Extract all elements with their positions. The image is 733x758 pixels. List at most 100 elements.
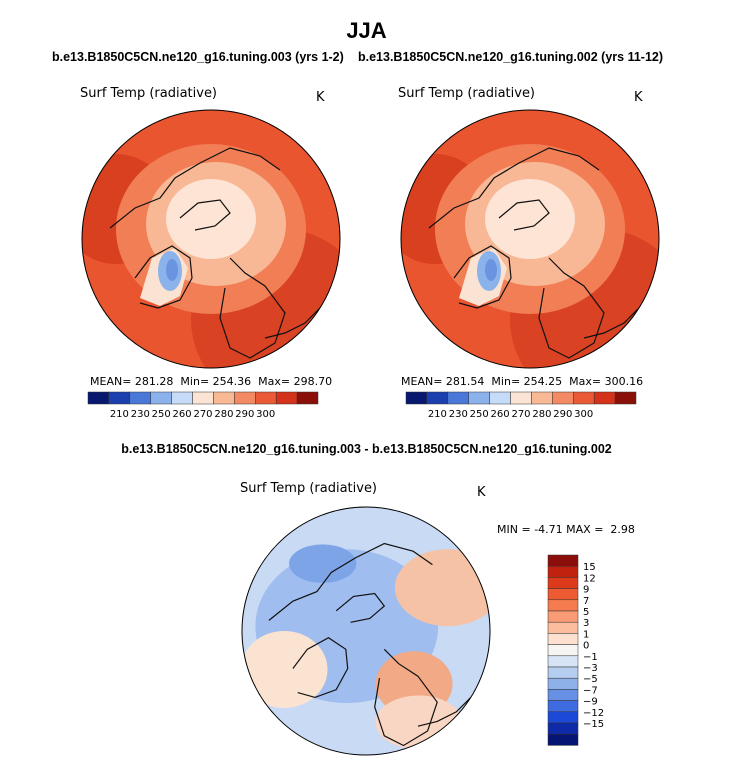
diff-variable-label: Surf Temp (radiative) — [240, 481, 378, 496]
coastline — [417, 696, 472, 727]
right-max-value: 300.16 — [604, 375, 644, 388]
coastline — [219, 257, 286, 359]
map-neutral-region — [242, 631, 328, 708]
colorbar-swatch — [405, 391, 428, 405]
diff-max-value: 2.98 — [610, 523, 635, 536]
colorbar-tick-label: 270 — [193, 409, 212, 420]
colorbar-swatch — [489, 391, 511, 405]
diff-stats: MIN = -4.71 MAX = 2.98 — [497, 523, 635, 536]
colorbar-swatch — [171, 391, 193, 405]
left-max-value: 298.70 — [293, 375, 333, 388]
left-mean-label: MEAN= — [90, 375, 132, 388]
colorbar-swatch — [547, 700, 579, 713]
colorbar-swatch — [150, 391, 172, 405]
colorbar-swatch — [547, 588, 579, 601]
map-cool-anomaly — [289, 544, 357, 583]
colorbar-swatch — [547, 565, 579, 578]
colorbar-tick-label: 15 — [583, 562, 596, 573]
map-greenland-core — [166, 259, 178, 281]
left-mean-value: 281.28 — [134, 375, 174, 388]
colorbar-swatch — [192, 391, 214, 405]
right-run-title: b.e13.B1850C5CN.ne120_g16.tuning.002 (yr… — [358, 50, 664, 64]
coastline — [583, 307, 640, 339]
colorbar-swatch — [552, 391, 574, 405]
colorbar-swatch — [255, 391, 277, 405]
colorbar-swatch — [108, 391, 131, 405]
colorbar-swatch — [426, 391, 449, 405]
colorbar-swatch — [547, 610, 579, 623]
colorbar-swatch — [593, 391, 616, 405]
coastline — [134, 245, 193, 309]
right-stats: MEAN= 281.54 Min= 254.25 Max= 300.16 — [401, 375, 643, 388]
colorbar-swatch — [547, 633, 579, 645]
colorbar-swatch — [234, 391, 256, 405]
colorbar-tick-label: 9 — [583, 585, 589, 596]
right-mean-label: MEAN= — [401, 375, 443, 388]
colorbar-tick-label: −15 — [583, 719, 604, 730]
colorbar-swatch — [547, 577, 579, 589]
colorbar-swatch — [468, 391, 490, 405]
colorbar-swatch — [510, 391, 532, 405]
coastline — [179, 199, 231, 231]
colorbar-tick-label: 210 — [110, 409, 129, 420]
colorbar-tick-label: 280 — [532, 409, 551, 420]
diff-min-value: -4.71 — [534, 523, 563, 536]
colorbar-swatch — [547, 733, 579, 746]
colorbar-tick-label: 290 — [235, 409, 254, 420]
right-polar-map — [400, 109, 660, 369]
coastline — [538, 257, 605, 359]
colorbar-tick-label: 5 — [583, 607, 589, 618]
coastline — [264, 307, 321, 339]
colorbar-tick-label: 3 — [583, 618, 589, 629]
colorbar-tick-label: −12 — [583, 708, 604, 719]
colorbar-swatch — [547, 677, 579, 690]
colorbar-tick-label: 300 — [574, 409, 593, 420]
colorbar-swatch — [547, 644, 579, 657]
colorbar-tick-label: 250 — [470, 409, 489, 420]
colorbar-tick-label: 270 — [511, 409, 530, 420]
map-outline — [241, 506, 491, 756]
diff-max-label: MAX = — [566, 523, 604, 536]
colorbar-tick-label: 12 — [583, 573, 596, 584]
colorbar-tick-label: 210 — [428, 409, 447, 420]
colorbar-tick-label: 230 — [131, 409, 150, 420]
colorbar-swatch — [573, 391, 595, 405]
colorbar-swatch — [296, 391, 319, 405]
colorbar-tick-label: 300 — [256, 409, 275, 420]
right-min-value: 254.25 — [523, 375, 563, 388]
colorbar-swatch — [213, 391, 235, 405]
map-outline — [81, 109, 341, 369]
left-min-label: Min= — [180, 375, 210, 388]
colorbar-tick-label: −1 — [583, 652, 598, 663]
map-outline — [400, 109, 660, 369]
map-polar-cap — [485, 179, 575, 259]
diff-units-label: K — [477, 485, 486, 500]
colorbar-swatch — [531, 391, 553, 405]
colorbar-swatch — [547, 621, 579, 634]
left-min-value: 254.36 — [212, 375, 252, 388]
right-max-label: Max= — [569, 375, 602, 388]
map-polar-cap — [166, 179, 256, 259]
coastline — [109, 147, 281, 229]
left-max-label: Max= — [258, 375, 291, 388]
colorbar-tick-label: 7 — [583, 596, 589, 607]
colorbar-swatch — [547, 722, 579, 735]
coastline — [268, 542, 433, 621]
coastline — [453, 245, 512, 309]
colorbar-tick-label: 260 — [491, 409, 510, 420]
colorbar-tick-label: 260 — [173, 409, 192, 420]
colorbar-tick-label: −5 — [583, 674, 598, 685]
right-colorbar: 210 230 250 260 270 280 290 300 — [405, 391, 637, 420]
left-polar-map — [81, 109, 341, 369]
colorbar-tick-label: 0 — [583, 641, 589, 652]
colorbar-swatch — [87, 391, 110, 405]
left-colorbar: 210 230 250 260 270 280 290 300 — [87, 391, 319, 420]
colorbar-tick-label: 1 — [583, 629, 589, 640]
right-mean-value: 281.54 — [445, 375, 485, 388]
coastline — [335, 592, 386, 623]
colorbar-swatch — [547, 655, 579, 668]
coastline — [428, 147, 600, 229]
colorbar-swatch — [547, 711, 579, 724]
colorbar-swatch — [547, 689, 579, 701]
diff-polar-map — [241, 506, 491, 756]
